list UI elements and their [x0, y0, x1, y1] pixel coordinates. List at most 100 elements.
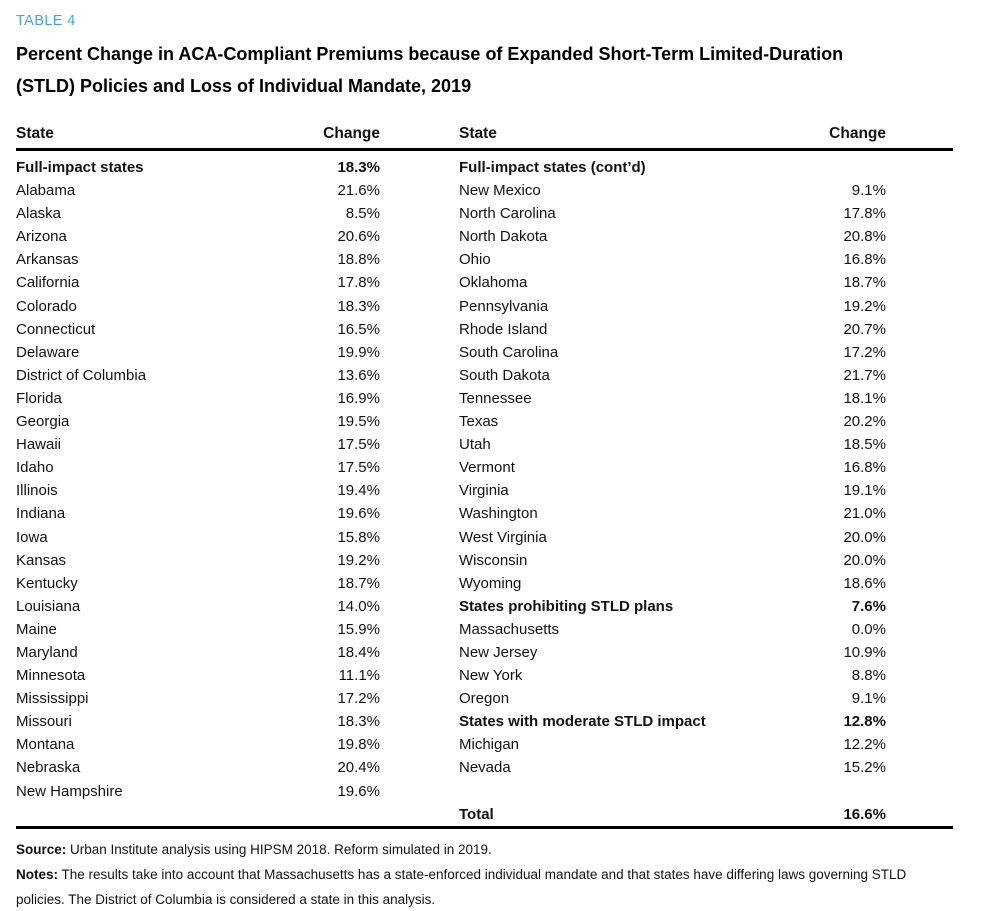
table-row: Ohio 16.8% — [459, 248, 886, 271]
table-row: Montana 19.8% — [16, 733, 380, 756]
column-header-state-right: State — [459, 125, 497, 142]
table-row: Kansas 19.2% — [16, 549, 380, 572]
change-cell: 17.5% — [337, 459, 380, 477]
state-cell: Wyoming — [459, 574, 522, 592]
blank-row — [459, 780, 886, 803]
table-row: Georgia 19.5% — [16, 410, 380, 433]
table-row: Pennsylvania 19.2% — [459, 295, 886, 318]
change-cell: 19.9% — [337, 343, 380, 361]
change-cell: 20.4% — [337, 759, 380, 777]
table-row: Michigan 12.2% — [459, 733, 886, 756]
table-row: Florida 16.9% — [16, 387, 380, 410]
state-cell: Tennessee — [459, 389, 532, 407]
change-cell: 18.5% — [843, 436, 886, 454]
notes-note: Notes: The results take into account tha… — [16, 862, 953, 911]
state-cell: Wisconsin — [459, 551, 528, 569]
table-row: California 17.8% — [16, 271, 380, 294]
change-cell: 18.3% — [337, 159, 380, 176]
state-cell: Connecticut — [16, 320, 96, 338]
state-cell: Vermont — [459, 459, 515, 477]
table-number-label: TABLE 4 — [16, 13, 76, 29]
table-row: Iowa 15.8% — [16, 526, 380, 549]
state-cell: New York — [459, 667, 523, 685]
table-title-line1: Percent Change in ACA-Compliant Premiums… — [16, 44, 844, 64]
state-cell: Arizona — [16, 228, 67, 246]
table-row: Total 16.6% — [459, 803, 886, 826]
table-row: Virginia 19.1% — [459, 479, 886, 502]
state-cell: Nevada — [459, 759, 511, 777]
change-cell: 12.8% — [843, 713, 886, 731]
state-cell: Oklahoma — [459, 274, 528, 292]
change-cell: 19.6% — [337, 505, 380, 523]
state-cell: Washington — [459, 505, 538, 523]
state-cell: States prohibiting STLD plans — [459, 597, 674, 615]
table-row: Indiana 19.6% — [16, 502, 380, 525]
column-header-state-left: State — [16, 125, 54, 142]
source-note: Source: Urban Institute analysis using H… — [16, 837, 953, 862]
state-cell: New Hampshire — [16, 782, 123, 800]
change-cell: 14.0% — [337, 597, 380, 615]
header-pair-left: State Change — [16, 125, 380, 143]
state-cell: Rhode Island — [459, 320, 548, 338]
table-row: Nevada 15.2% — [459, 756, 886, 779]
table-row: Delaware 19.9% — [16, 341, 380, 364]
table-row: Nebraska 20.4% — [16, 756, 380, 779]
change-cell: 18.4% — [337, 643, 380, 661]
state-cell: Ohio — [459, 251, 491, 269]
table-row: Utah 18.5% — [459, 433, 886, 456]
table-row: Alaska 8.5% — [16, 202, 380, 225]
change-cell: 20.8% — [843, 228, 886, 246]
change-cell: 19.1% — [843, 482, 886, 500]
state-cell: Virginia — [459, 482, 509, 500]
state-cell: Illinois — [16, 482, 58, 500]
table-row: Louisiana 14.0% — [16, 595, 380, 618]
state-cell: New Jersey — [459, 643, 538, 661]
change-cell: 19.8% — [337, 736, 380, 754]
notes-label: Notes: — [16, 866, 59, 882]
right-column: Full-impact states (cont’d) New Mexico 9.1… — [459, 156, 886, 826]
change-cell: 19.5% — [337, 413, 380, 431]
table-row: North Carolina 17.8% — [459, 202, 886, 225]
state-cell: Mississippi — [16, 690, 89, 708]
state-cell: Georgia — [16, 413, 70, 431]
change-cell: 20.0% — [843, 528, 886, 546]
change-cell: 7.6% — [851, 597, 886, 615]
table-row: New Hampshire 19.6% — [16, 780, 380, 803]
change-cell: 18.7% — [843, 274, 886, 292]
table-row: Idaho 17.5% — [16, 456, 380, 479]
table-row: New Jersey 10.9% — [459, 641, 886, 664]
body-tail-space — [886, 156, 953, 826]
state-cell: Nebraska — [16, 759, 81, 777]
change-cell: 18.6% — [843, 574, 886, 592]
change-cell: 17.2% — [337, 690, 380, 708]
state-cell: Hawaii — [16, 436, 62, 454]
state-cell: Full-impact states — [16, 159, 144, 176]
table-row: Maine 15.9% — [16, 618, 380, 641]
table-body: Full-impact states 18.3% Alabama 21.6% Alask… — [16, 151, 953, 829]
change-cell: 16.5% — [337, 320, 380, 338]
change-cell: 17.5% — [337, 436, 380, 454]
change-cell: 20.0% — [843, 551, 886, 569]
table-title-line2: (STLD) Policies and Loss of Individual M… — [16, 76, 472, 96]
change-cell: 17.8% — [843, 205, 886, 223]
change-cell: 17.8% — [337, 274, 380, 292]
change-cell: 19.6% — [337, 782, 380, 800]
table-row: Rhode Island 20.7% — [459, 318, 886, 341]
change-cell: 15.9% — [337, 620, 380, 638]
change-cell: 0.0% — [851, 620, 886, 638]
change-cell: 18.7% — [337, 574, 380, 592]
change-cell: 17.2% — [843, 343, 886, 361]
table-row: Tennessee 18.1% — [459, 387, 886, 410]
state-cell: Utah — [459, 436, 491, 454]
state-cell: Missouri — [16, 713, 72, 731]
change-cell: 19.2% — [337, 551, 380, 569]
table-row: Full-impact states (cont’d) — [459, 156, 886, 179]
change-cell: 15.8% — [337, 528, 380, 546]
state-cell: Maine — [16, 620, 57, 638]
change-cell: 9.1% — [851, 690, 886, 708]
state-cell: Delaware — [16, 343, 80, 361]
state-cell: California — [16, 274, 80, 292]
state-cell: South Carolina — [459, 343, 559, 361]
table-row: Massachusetts 0.0% — [459, 618, 886, 641]
change-cell: 20.6% — [337, 228, 380, 246]
